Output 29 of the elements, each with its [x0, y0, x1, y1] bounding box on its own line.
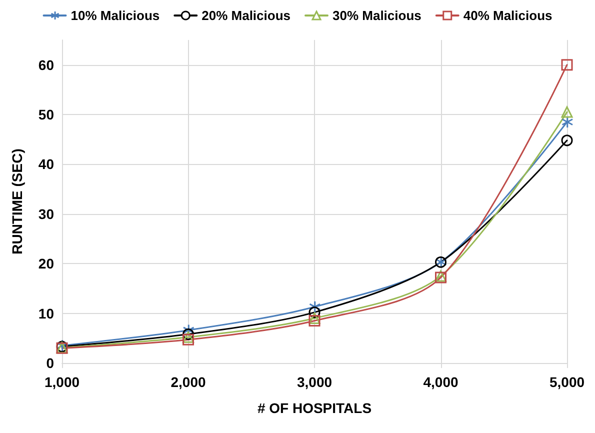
x-tick-label: 4,000: [423, 374, 458, 390]
point: [182, 324, 194, 336]
x-tick-label: 3,000: [296, 374, 332, 390]
point: [308, 300, 321, 314]
y-axis-title: RUNTIME (SEC): [9, 148, 25, 254]
y-tick-label: 10: [38, 305, 54, 322]
y-tick-label: 0: [46, 355, 54, 371]
legend-label: 20% Malicious: [202, 8, 291, 23]
point: [561, 106, 573, 118]
y-tick-label: 20: [38, 256, 54, 272]
y-tick-label: 30: [38, 206, 54, 222]
x-tick-label: 2,000: [170, 374, 206, 390]
y-tick-label: 40: [38, 156, 54, 172]
point: [561, 134, 573, 146]
point: [308, 315, 320, 327]
legend-label: 10% Malicious: [70, 8, 160, 23]
point: [308, 312, 320, 324]
legend-label: 40% Malicious: [463, 8, 552, 23]
point: [182, 331, 194, 343]
x-tick-label: 1,000: [44, 374, 80, 390]
x-tick-label: 5,000: [549, 374, 585, 390]
point: [182, 328, 194, 340]
point: [308, 306, 320, 318]
point: [561, 59, 573, 71]
point: [182, 334, 194, 346]
y-tick-label: 50: [38, 106, 54, 123]
y-tick-label: 60: [38, 56, 54, 73]
x-axis-title: # OF HOSPITALS: [257, 400, 372, 416]
legend-label: 30% Malicious: [332, 8, 422, 23]
